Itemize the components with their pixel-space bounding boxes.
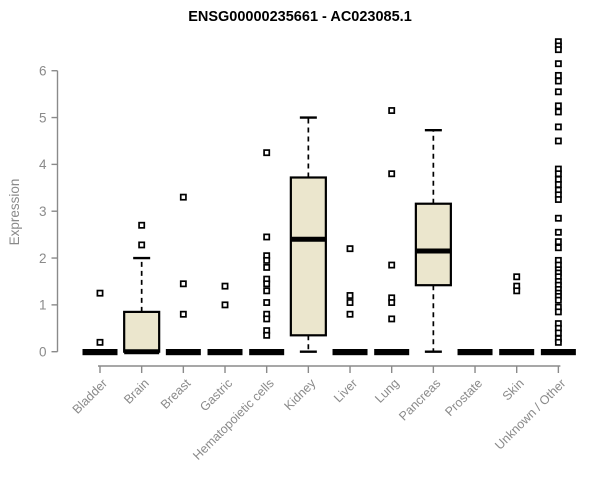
x-axis-category-label: Lung: [372, 376, 402, 406]
outlier-point: [388, 261, 396, 269]
outlier-point: [554, 338, 562, 346]
collapsed-box-bar: [165, 349, 201, 356]
box-rect: [289, 176, 327, 337]
outlier-point: [554, 137, 562, 145]
outlier-point: [96, 289, 104, 297]
collapsed-box-bar: [457, 349, 493, 356]
x-axis-category-label: Unknown / Other: [492, 376, 568, 452]
x-axis-category-label: Pancreas: [396, 376, 443, 423]
y-axis-tick-label: 1: [39, 298, 47, 313]
outlier-point: [554, 329, 562, 337]
outlier-point: [388, 170, 396, 178]
x-axis-category-label: Breast: [158, 376, 194, 412]
outlier-point: [554, 77, 562, 85]
outlier-point: [554, 296, 562, 304]
outlier-point: [263, 331, 271, 339]
box-group: [499, 273, 535, 356]
box-group: [289, 116, 327, 353]
box-group: [207, 282, 243, 356]
outlier-point: [554, 46, 562, 54]
outlier-point: [179, 193, 187, 201]
outlier-point: [263, 149, 271, 157]
x-axis-category-label: Kidney: [282, 376, 319, 413]
box-group: [540, 38, 576, 356]
y-axis-tick-label: 5: [39, 110, 47, 125]
outlier-point: [263, 287, 271, 295]
outlier-point: [346, 299, 354, 306]
outlier-point: [346, 310, 354, 318]
outlier-point: [221, 301, 229, 309]
x-axis-category-label: Prostate: [442, 376, 485, 419]
outlier-point: [346, 245, 354, 253]
outlier-point: [554, 123, 562, 131]
outlier-point: [554, 214, 562, 222]
x-axis-category-label: Skin: [500, 376, 527, 403]
box-rect: [414, 202, 452, 287]
outlier-point: [179, 280, 187, 288]
outlier-point: [554, 60, 562, 68]
outlier-point: [554, 308, 562, 316]
plot-layer: [82, 38, 576, 356]
x-axis-category-label: Bladder: [70, 376, 110, 416]
outlier-point: [263, 315, 271, 323]
outlier-point: [554, 102, 562, 110]
x-axis-category-label: Gastric: [197, 376, 235, 414]
outlier-point: [554, 196, 562, 203]
outlier-point: [179, 310, 187, 318]
box-rect: [123, 310, 161, 353]
box-group: [332, 245, 368, 356]
collapsed-box-bar: [207, 349, 243, 356]
outlier-point: [388, 299, 396, 306]
x-axis-category-label: Hematopoietic cells: [190, 376, 277, 463]
outlier-point: [388, 315, 396, 323]
collapsed-box-bar: [499, 349, 535, 356]
outlier-point: [263, 256, 271, 264]
outlier-point: [554, 244, 562, 252]
outlier-point: [513, 287, 521, 295]
outlier-point: [263, 299, 271, 306]
outlier-point: [513, 273, 521, 281]
outlier-point: [554, 181, 562, 188]
collapsed-box-bar: [249, 349, 285, 356]
outlier-point: [96, 338, 104, 346]
outlier-point: [346, 292, 354, 299]
box-group: [457, 349, 493, 356]
outlier-point: [263, 233, 271, 241]
outlier-point: [138, 221, 146, 229]
y-axis-tick-label: 0: [39, 345, 47, 360]
outlier-point: [554, 108, 562, 116]
y-axis-title: Expression: [7, 179, 22, 246]
outlier-point: [221, 282, 229, 290]
box-group: [165, 193, 201, 356]
box-group: [82, 289, 118, 356]
outlier-point: [138, 241, 146, 249]
collapsed-box-bar: [540, 349, 576, 356]
outlier-point: [388, 107, 396, 114]
box-group: [249, 149, 285, 356]
collapsed-box-bar: [82, 349, 118, 356]
outlier-point: [554, 170, 562, 178]
outlier-point: [263, 280, 271, 288]
outlier-point: [554, 71, 562, 79]
box-group: [123, 221, 161, 355]
y-axis-tick-label: 4: [39, 157, 47, 172]
y-axis-tick-label: 3: [39, 204, 47, 219]
outlier-point: [554, 228, 562, 236]
chart-title: ENSG00000235661 - AC023085.1: [188, 9, 412, 25]
y-axis-tick-label: 6: [39, 64, 47, 79]
collapsed-box-bar: [332, 349, 368, 356]
box-group: [414, 129, 452, 353]
y-axis-tick-label: 2: [39, 251, 47, 266]
x-axis-category-label: Brain: [121, 376, 152, 407]
outlier-point: [263, 263, 271, 271]
outlier-point: [554, 238, 562, 246]
outlier-point: [554, 88, 562, 96]
x-axis-category-label: Liver: [331, 376, 360, 405]
box-group: [374, 107, 410, 356]
collapsed-box-bar: [374, 349, 410, 356]
